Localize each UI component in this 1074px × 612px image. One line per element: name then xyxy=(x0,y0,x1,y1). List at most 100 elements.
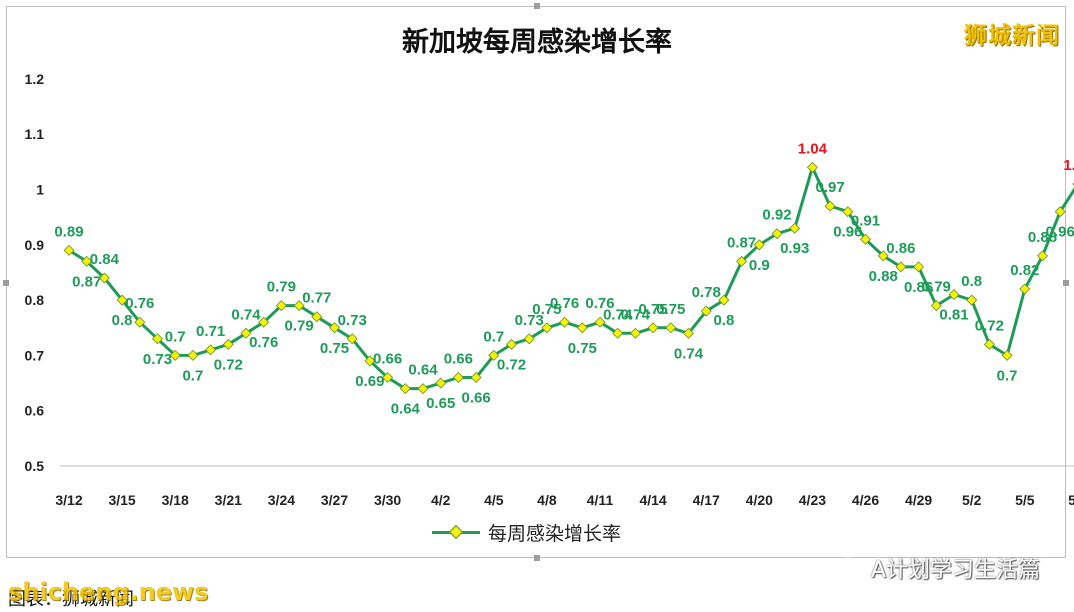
data-label: 0.8 xyxy=(713,312,734,329)
data-point xyxy=(1001,349,1013,361)
y-tick-label: 0.5 xyxy=(25,458,45,474)
legend-marker xyxy=(448,524,464,540)
x-tick-label: 4/11 xyxy=(587,492,614,508)
resize-handle-top[interactable] xyxy=(534,3,540,9)
data-point xyxy=(895,261,907,273)
data-point xyxy=(151,333,164,345)
data-point xyxy=(665,322,677,334)
x-tick-label: 4/26 xyxy=(852,492,879,508)
x-tick-label: 5/5 xyxy=(1015,492,1035,508)
x-tick-label: 3/24 xyxy=(268,492,295,508)
data-label: 0.64 xyxy=(408,362,438,379)
data-point xyxy=(612,327,624,339)
data-point xyxy=(824,200,836,212)
y-tick-label: 0.7 xyxy=(25,347,45,363)
data-label: 0.7 xyxy=(997,367,1018,384)
x-tick-label: 3/18 xyxy=(162,492,189,508)
y-tick-label: 1.2 xyxy=(25,71,45,87)
data-label: 0.75 xyxy=(568,340,597,357)
axes: 0.50.60.70.80.911.11.23/12 3/15 3/18 3/21 3/… xyxy=(25,71,1074,508)
x-tick-label: 5/2 xyxy=(962,492,982,508)
data-point xyxy=(311,311,323,323)
data-point xyxy=(452,372,464,384)
data-point xyxy=(134,316,146,328)
data-point xyxy=(541,322,553,334)
x-tick-label: 4/20 xyxy=(746,492,773,508)
data-point xyxy=(700,305,712,317)
data-label: 0.79 xyxy=(267,279,296,296)
x-tick-label: 5/8 xyxy=(1068,492,1074,508)
data-point xyxy=(98,272,110,284)
data-label: 0.66 xyxy=(461,390,490,407)
x-tick-label: 3/15 xyxy=(108,492,135,508)
data-label: 0.96 xyxy=(1046,224,1074,241)
data-label: 0.93 xyxy=(780,240,809,257)
data-label: 0.88 xyxy=(869,268,898,285)
data-point xyxy=(399,383,411,395)
data-label: 0.71 xyxy=(196,323,225,340)
data-label: 0.75 xyxy=(320,340,349,357)
data-label: 0.82 xyxy=(1010,262,1039,279)
data-label: 0.91 xyxy=(851,212,880,229)
resize-handle-bottom[interactable] xyxy=(534,555,540,561)
data-point xyxy=(753,239,765,251)
data-labels: 0.890.870.840.80.760.730.70.70.710.720.7… xyxy=(54,140,1074,417)
data-label: 0.8 xyxy=(112,312,133,329)
data-point xyxy=(789,222,801,234)
wechat-icon xyxy=(837,557,864,578)
account-watermark: A计划学习生活篇 xyxy=(837,552,1040,584)
data-point xyxy=(966,294,978,306)
y-tick-label: 0.8 xyxy=(25,292,45,308)
data-label: 0.8 xyxy=(961,273,982,290)
data-label: 0.88 xyxy=(1028,229,1057,246)
data-point xyxy=(205,344,217,356)
data-label: 0.76 xyxy=(249,334,278,351)
data-label: 0.78 xyxy=(692,284,721,301)
data-label: 0.72 xyxy=(975,317,1004,334)
y-tick-label: 1 xyxy=(36,182,44,198)
data-point xyxy=(948,289,960,301)
series-markers xyxy=(63,161,1074,395)
data-point xyxy=(983,338,995,350)
data-label: 0.66 xyxy=(444,351,473,368)
data-point xyxy=(364,355,376,367)
resize-handle-left[interactable] xyxy=(3,280,9,286)
data-point xyxy=(1019,283,1031,295)
data-point xyxy=(806,161,818,173)
legend-label: 每周感染增长率 xyxy=(488,523,622,545)
data-point xyxy=(81,255,93,267)
data-label: 0.86 xyxy=(886,240,915,257)
data-label: 0.76 xyxy=(125,295,154,312)
x-tick-label: 3/21 xyxy=(215,492,242,508)
data-point xyxy=(1036,250,1049,262)
x-tick-label: 4/14 xyxy=(639,492,666,508)
y-tick-label: 0.9 xyxy=(25,237,45,253)
y-tick-label: 0.6 xyxy=(25,403,45,419)
x-tick-label: 3/30 xyxy=(374,492,401,508)
y-tick-label: 1.1 xyxy=(25,126,45,142)
figure-caption: 图表：狮城新闻 xyxy=(8,589,134,610)
data-label: 0.72 xyxy=(497,356,526,373)
data-label: 0.86 xyxy=(904,279,933,296)
data-point xyxy=(382,372,394,384)
data-point xyxy=(240,327,252,339)
data-point xyxy=(346,333,358,345)
resize-handle-right[interactable] xyxy=(1063,280,1069,286)
data-label: 0.72 xyxy=(214,356,243,373)
data-label: 0.74 xyxy=(603,306,633,323)
data-point xyxy=(877,250,889,262)
data-point xyxy=(842,206,854,218)
data-label: 1.01 xyxy=(1063,157,1074,174)
account-name: A计划学习生活篇 xyxy=(870,558,1040,583)
data-point xyxy=(647,322,659,334)
data-point xyxy=(169,349,181,361)
data-label: 0.79 xyxy=(284,318,313,335)
data-label: 0.92 xyxy=(762,207,791,224)
data-label: 0.7 xyxy=(182,367,203,384)
data-point xyxy=(505,338,518,350)
data-label: 0.74 xyxy=(674,345,704,362)
data-label: 0.66 xyxy=(373,351,402,368)
x-tick-label: 4/17 xyxy=(693,492,720,508)
data-point xyxy=(930,300,942,312)
data-point xyxy=(435,377,447,389)
